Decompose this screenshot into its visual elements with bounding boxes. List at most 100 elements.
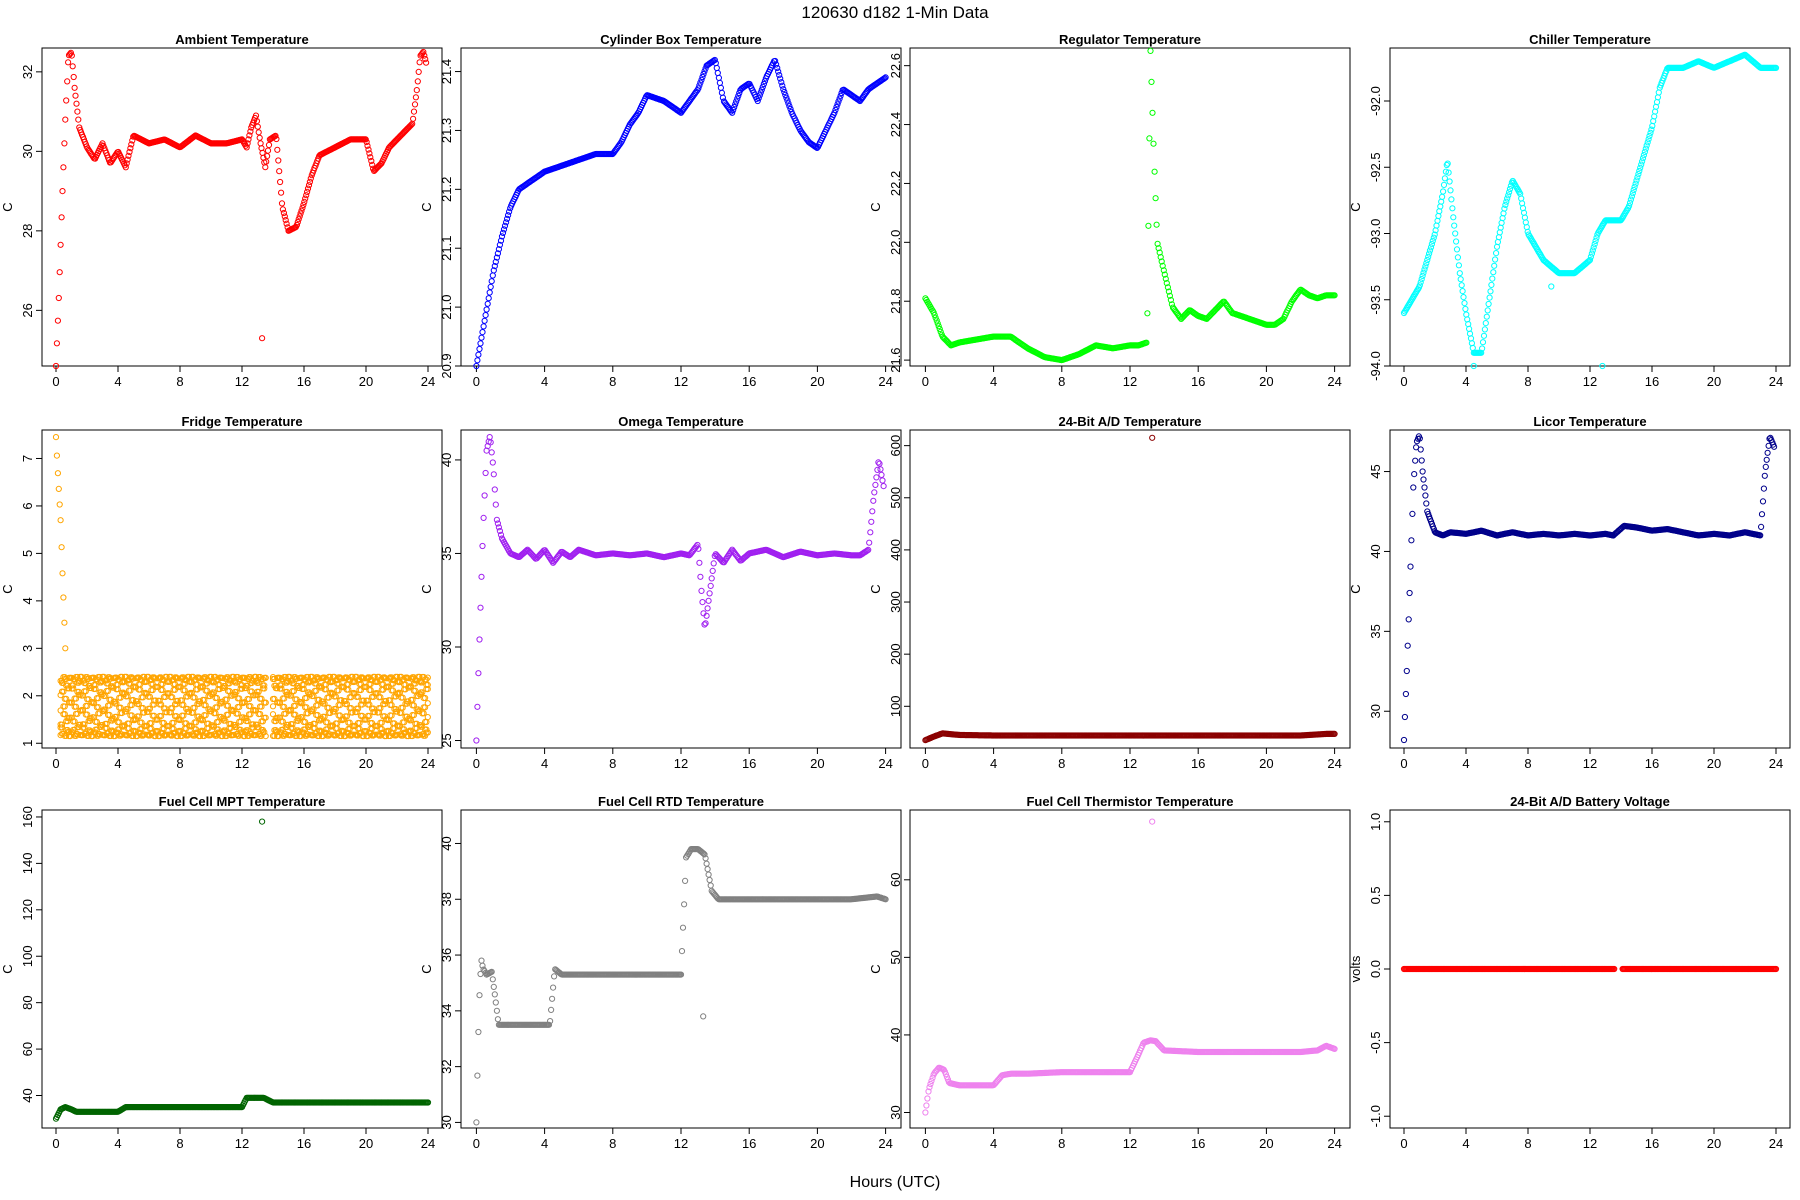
- y-tick-label: 30: [20, 144, 35, 158]
- data-point: [246, 132, 253, 139]
- data-point: [109, 683, 116, 690]
- x-tick-label: 12: [1123, 756, 1137, 771]
- data-point: [494, 520, 501, 527]
- data-points: [922, 47, 1338, 364]
- data-point: [868, 518, 875, 525]
- data-point: [378, 719, 385, 726]
- data-point: [130, 696, 137, 704]
- y-tick-label: 21.4: [439, 59, 454, 84]
- data-point: [1405, 616, 1412, 623]
- data-point: [1152, 195, 1159, 202]
- data-point: [1456, 270, 1463, 277]
- data-point: [184, 705, 191, 712]
- data-point: [1147, 47, 1154, 55]
- data-point: [879, 477, 886, 484]
- data-point: [197, 675, 204, 682]
- data-point: [158, 701, 165, 708]
- data-point: [177, 716, 184, 724]
- data-point: [349, 709, 356, 716]
- data-point: [757, 89, 764, 96]
- data-point: [702, 620, 709, 627]
- data-point: [1416, 435, 1423, 442]
- data-point: [290, 688, 297, 695]
- data-point: [293, 732, 300, 740]
- data-point: [146, 705, 153, 712]
- panel-title: Cylinder Box Temperature: [600, 32, 762, 47]
- data-point: [180, 701, 187, 708]
- data-point: [85, 675, 92, 683]
- data-point: [53, 452, 61, 459]
- data-point: [399, 704, 406, 711]
- data-point: [1632, 180, 1639, 187]
- y-tick-label: 30: [439, 640, 454, 654]
- data-point: [236, 704, 243, 711]
- data-point: [322, 686, 330, 693]
- x-tick-label: 8: [1058, 756, 1065, 771]
- y-tick-label: 160: [20, 806, 35, 828]
- data-point: [704, 605, 711, 612]
- plot-frame: [1389, 429, 1791, 749]
- data-point: [489, 459, 496, 466]
- x-tick-label: 0: [1400, 756, 1407, 771]
- y-tick-label: 20.9: [439, 353, 454, 378]
- data-point: [480, 323, 487, 330]
- data-point: [1425, 253, 1432, 260]
- data-point: [1156, 249, 1163, 256]
- data-point: [487, 283, 494, 290]
- data-point: [726, 551, 733, 558]
- data-point: [227, 720, 234, 728]
- data-point: [163, 709, 170, 716]
- data-point: [79, 707, 87, 714]
- x-tick-label: 12: [1123, 374, 1137, 389]
- data-point: [423, 676, 430, 683]
- data-point: [424, 674, 431, 681]
- data-point: [1450, 214, 1457, 221]
- data-points: [1400, 51, 1780, 370]
- data-point: [760, 80, 768, 88]
- data-point: [1585, 258, 1592, 265]
- data-point: [422, 694, 429, 702]
- plot-frame: [460, 429, 902, 749]
- x-tick-label: 4: [1462, 374, 1469, 389]
- data-point: [474, 357, 481, 364]
- data-point: [262, 674, 269, 681]
- data-point: [407, 122, 414, 129]
- data-point: [1591, 241, 1598, 248]
- data-point: [289, 721, 296, 728]
- x-tick-label: 8: [1524, 756, 1531, 771]
- data-point: [299, 204, 306, 211]
- y-tick-label: 100: [888, 695, 903, 717]
- x-tick-label: 20: [810, 756, 824, 771]
- data-point: [1400, 736, 1408, 744]
- data-point: [81, 721, 88, 728]
- data-point: [56, 269, 63, 276]
- x-tick-label: 4: [114, 374, 121, 389]
- x-tick-label: 0: [1400, 374, 1407, 389]
- data-point: [191, 704, 198, 712]
- data-point: [1628, 193, 1636, 200]
- data-point: [262, 733, 269, 740]
- data-point: [364, 697, 371, 704]
- data-point: [277, 178, 284, 186]
- x-tick-label: 8: [176, 374, 183, 389]
- panel-title: Chiller Temperature: [1529, 32, 1651, 47]
- data-point: [174, 675, 181, 682]
- data-point: [476, 636, 483, 643]
- data-point: [1479, 345, 1486, 352]
- x-tick-label: 24: [1327, 374, 1341, 389]
- data-point: [250, 721, 257, 728]
- x-tick-label: 24: [1769, 756, 1783, 771]
- data-point: [127, 145, 134, 152]
- data-point: [1417, 279, 1424, 286]
- data-point: [782, 91, 789, 99]
- x-tick-label: 24: [878, 756, 892, 771]
- data-point: [82, 688, 89, 695]
- y-tick-label: 60: [20, 1042, 35, 1056]
- data-point: [304, 731, 311, 738]
- data-point: [355, 693, 362, 700]
- data-point: [338, 697, 345, 704]
- data-point: [52, 434, 60, 441]
- data-point: [1488, 281, 1495, 288]
- data-point: [304, 188, 311, 195]
- data-point: [1586, 256, 1594, 264]
